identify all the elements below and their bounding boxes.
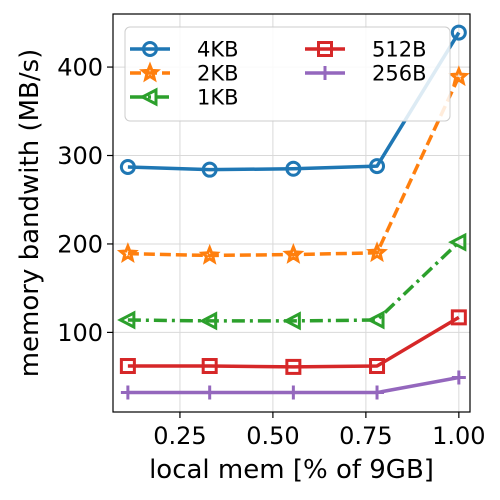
y-tick-label: 300 xyxy=(57,142,103,170)
x-tick-label: 0.25 xyxy=(153,422,206,450)
legend-item: 4KB xyxy=(130,38,239,62)
data-point xyxy=(451,370,466,385)
data-point xyxy=(447,65,470,87)
data-point xyxy=(286,385,301,400)
x-axis-ticks: 0.25 0.50 0.75 1.00 xyxy=(153,412,486,450)
legend-marker xyxy=(317,41,333,57)
x-tick-label: 0.50 xyxy=(246,422,299,450)
y-tick-label: 100 xyxy=(57,319,103,347)
x-tick-label: 0.75 xyxy=(339,422,392,450)
legend-label: 256B xyxy=(372,62,427,86)
series-line xyxy=(127,315,460,369)
series-line xyxy=(127,76,461,258)
data-point xyxy=(450,309,467,326)
data-point xyxy=(366,241,388,263)
legend-marker xyxy=(139,87,158,107)
plot-frame xyxy=(112,13,471,413)
series-line xyxy=(127,240,461,323)
legend-label: 512B xyxy=(372,38,427,62)
legend-marker xyxy=(142,41,158,57)
series-256b xyxy=(120,370,466,400)
data-point xyxy=(202,385,217,400)
series-1kb xyxy=(117,232,467,331)
data-point xyxy=(285,358,302,375)
data-point xyxy=(120,385,135,400)
data-point xyxy=(366,310,385,330)
y-tick-label: 200 xyxy=(57,230,103,258)
series-line xyxy=(127,31,461,172)
data-point xyxy=(201,161,218,178)
legend-label: 1KB xyxy=(197,86,239,110)
series-4kb xyxy=(119,24,467,178)
legend-box xyxy=(124,26,451,122)
legend-item: 2KB xyxy=(130,61,239,86)
data-point xyxy=(117,310,136,330)
data-point xyxy=(198,311,218,331)
data-point xyxy=(448,232,467,252)
data-point xyxy=(285,160,302,177)
data-point xyxy=(119,358,136,375)
legend-item: 512B xyxy=(305,38,427,62)
legend-item: 256B xyxy=(305,62,427,86)
legend-label: 4KB xyxy=(197,38,239,62)
x-tick-label: 1.00 xyxy=(432,422,485,450)
y-axis-ticks: 100 200 300 400 xyxy=(57,54,113,347)
y-tick-label: 400 xyxy=(57,54,103,82)
series-layer xyxy=(116,24,470,400)
series-512b xyxy=(119,309,467,375)
legend-marker xyxy=(139,61,161,83)
data-point xyxy=(282,311,301,331)
legend-item: 1KB xyxy=(130,86,239,110)
series-2kb xyxy=(116,65,470,265)
data-point xyxy=(116,242,139,264)
x-axis-label: local mem [% of 9GB] xyxy=(149,455,434,485)
data-point xyxy=(119,159,136,176)
data-point xyxy=(369,358,386,375)
data-point xyxy=(198,243,221,265)
data-point xyxy=(369,158,386,175)
data-point xyxy=(201,358,218,375)
y-axis-label: memory bandwith (MB/s) xyxy=(15,49,45,378)
data-point xyxy=(370,385,385,400)
data-point xyxy=(282,243,305,264)
legend-label: 2KB xyxy=(197,62,239,86)
data-point xyxy=(450,24,467,41)
legend-marker xyxy=(318,66,332,80)
